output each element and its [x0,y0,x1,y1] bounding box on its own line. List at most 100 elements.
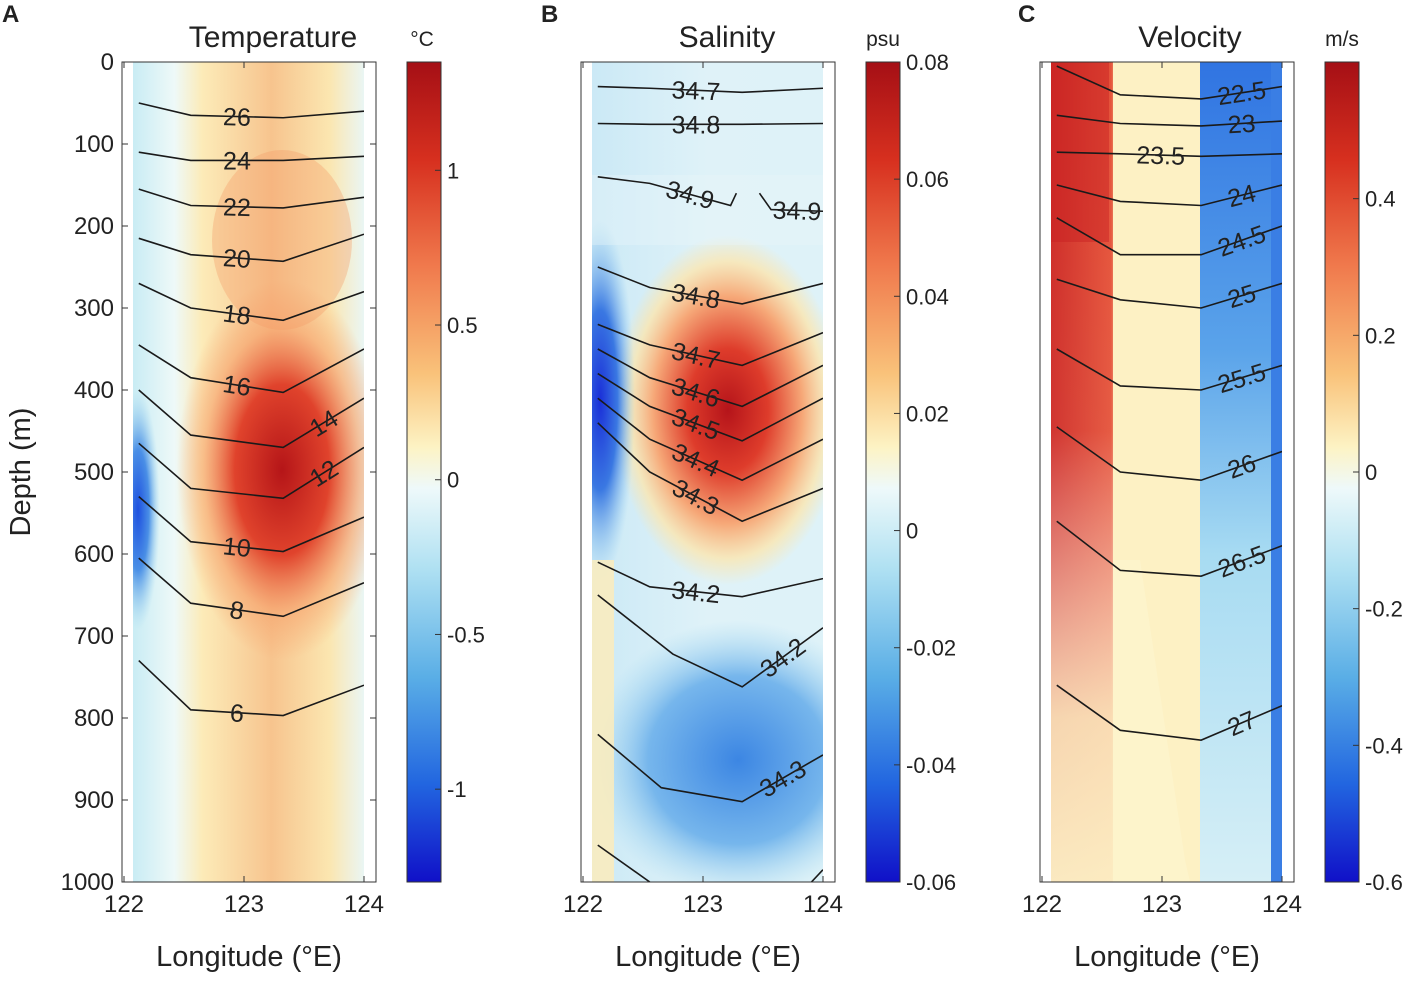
contour-label-text: 16 [221,370,253,402]
y-tick-label: 600 [74,541,114,568]
colorbar-tick-label: 0.06 [906,167,949,192]
contour-label-text: 34.9 [772,197,822,227]
contour-line [1056,151,1282,158]
y-tick-label: 900 [74,787,114,814]
contour-label-text: 23 [1227,110,1256,140]
velocity-colorbar-unit: m/s [1325,28,1359,51]
colorbar-tick-label: -0.06 [906,870,956,895]
contour-line [138,344,364,394]
salinity-contours [597,85,823,882]
x-tick-label: 124 [1262,891,1302,918]
contour-label: 24 [223,147,251,175]
contour-label: 34.9 [772,197,822,227]
contour-line [138,233,364,263]
contour-label: 20 [222,244,252,274]
contour-label: 10 [222,532,253,563]
colorbar-tick-label: -0.2 [1365,597,1403,622]
x-tick-label: 122 [104,891,144,918]
panel-c-title: Velocity [1138,21,1241,54]
contour-label: 34.7 [671,76,721,106]
contour-line [138,102,364,119]
contour-line [1056,217,1282,256]
panel-letter-c: C [1018,1,1035,28]
contour-line [597,594,823,688]
contour-label-text: 34.7 [671,76,721,106]
y-tick-label: 800 [74,705,114,732]
contour-label-text: 24 [223,147,251,175]
contour-line [1056,426,1282,482]
contour-line [597,348,823,408]
colorbar-tick-label: 0 [447,468,459,493]
contour-line [597,85,823,94]
colorbar-tick-label: -0.4 [1365,733,1403,758]
contour-label-text: 22 [223,193,252,222]
contour-label-text: 6 [229,699,245,728]
salinity-colorbar [865,61,901,883]
panel-b: B Salinity 34.734.834.9 34.934.834.734.63… [541,1,956,973]
contour-label: 24 [1225,179,1259,213]
salinity-contour-labels: 34.734.834.9 34.934.834.734.634.534.434.3… [663,76,822,803]
colorbar-tick-label: 0.08 [906,50,949,75]
panel-a-x-axis: 122 123 124 [104,62,384,918]
contour-line [1056,520,1282,577]
colorbar-tick-label: 0.04 [906,284,949,309]
panel-b-x-axis-label: Longitude (°E) [615,941,801,973]
panel-c-frame [1039,61,1295,883]
contour-label-text: 26 [223,103,252,132]
x-tick-label: 124 [803,891,843,918]
contour-line [597,323,823,367]
contour-line [138,442,364,500]
x-tick-label: 123 [224,891,264,918]
colorbar-tick-label: 0.2 [1365,323,1396,348]
y-tick-label: 1000 [61,869,114,896]
contour-line [597,122,823,126]
y-tick-label: 100 [74,131,114,158]
contour-label: 26 [223,103,252,132]
contour-line [597,176,738,207]
contour-line [597,733,823,803]
panel-b-x-axis: 122 123 124 [563,62,843,918]
colorbar-tick-label: 0.02 [906,401,949,426]
y-axis-label: Depth (m) [5,408,37,537]
temperature-contours [138,102,364,717]
y-tick-label: 700 [74,623,114,650]
x-tick-label: 122 [563,891,603,918]
contour-label: 34.2 [670,576,721,609]
colorbar-tick-label: 0 [1365,460,1377,485]
panel-c-x-axis-label: Longitude (°E) [1074,941,1260,973]
contour-label: 22 [223,193,252,222]
panel-c-x-axis: 122 123 124 [1022,62,1302,918]
panel-c: C Velocity 22.52323.52424.52525.52626.52… [1018,1,1403,973]
contour-label: 18 [221,299,252,330]
x-tick-label: 123 [683,891,723,918]
contour-line [1056,278,1282,309]
temperature-colorbar-unit: °C [410,28,434,51]
contour-label-text: 24 [1225,179,1259,213]
contour-line [138,495,364,553]
contour-line [138,151,364,162]
x-tick-label: 123 [1142,891,1182,918]
contour-label-text: 8 [228,596,246,626]
contour-line [138,389,364,449]
contour-line [1056,184,1282,207]
contour-label: 23 [1227,110,1256,140]
panel-a-x-axis-label: Longitude (°E) [156,941,342,973]
contour-label-text: 34.8 [672,111,721,139]
contour-line [597,266,823,305]
colorbar-tick-label: -1 [447,777,467,802]
temperature-field [133,62,364,882]
contour-label: 8 [228,596,246,626]
y-tick-label: 0 [101,49,114,76]
temperature-colorbar-ticks: 1 0.5 0 -0.5 -1 [435,158,485,802]
x-tick-label: 124 [344,891,384,918]
colorbar-tick-label: -0.5 [447,622,485,647]
contour-line [138,557,364,618]
contour-line [1056,684,1282,741]
y-tick-label: 200 [74,213,114,240]
velocity-contours [1056,65,1282,741]
contour-label-text: 20 [222,244,252,274]
contour-line [597,422,823,523]
